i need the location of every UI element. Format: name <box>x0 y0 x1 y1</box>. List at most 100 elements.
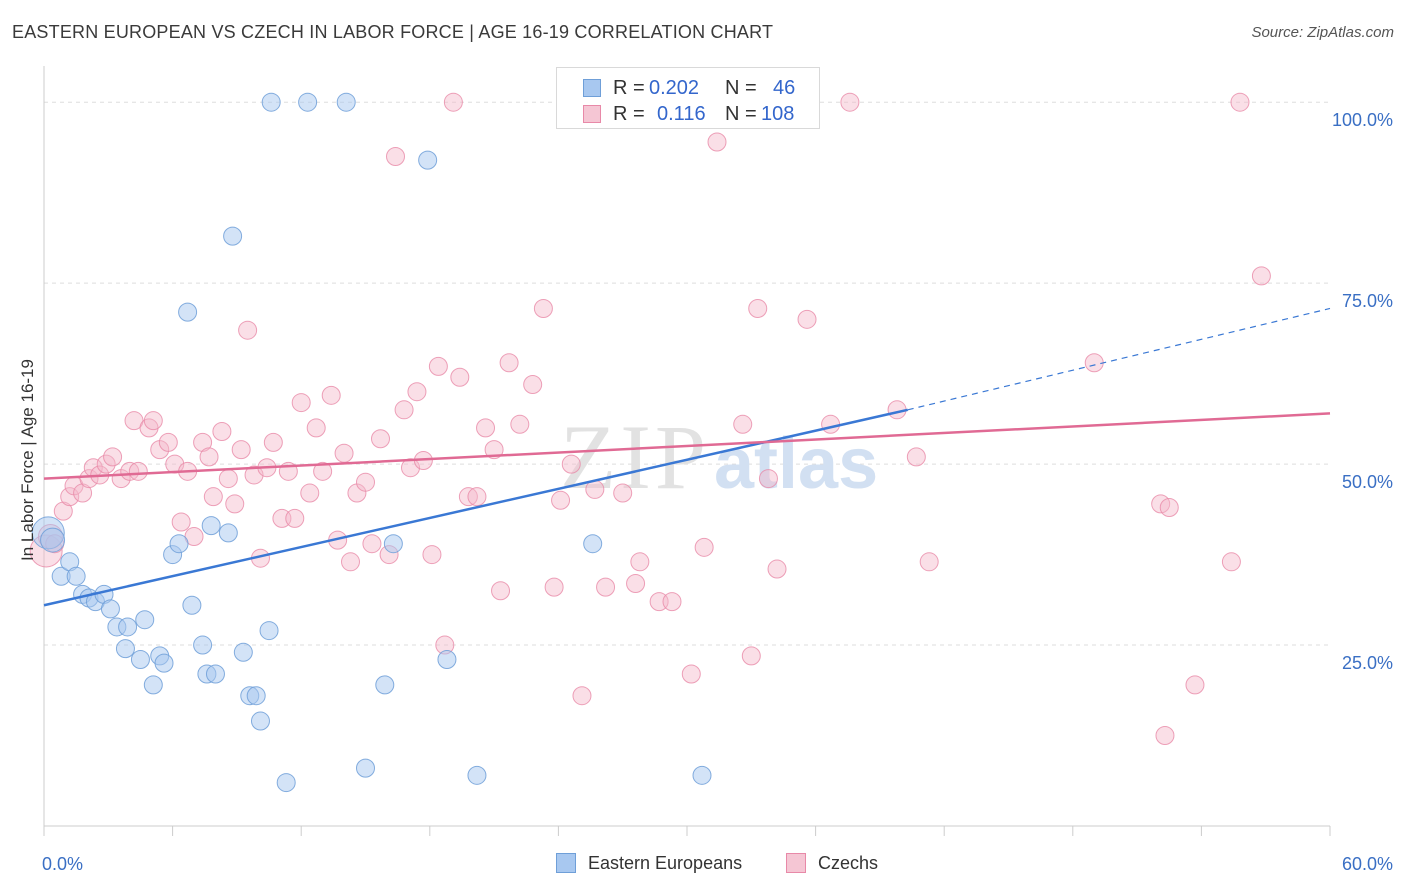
legend-r-label: R = <box>613 77 645 99</box>
eastern-european-point <box>135 610 155 630</box>
legend-swatch-eastern <box>583 79 601 97</box>
czech-point <box>53 501 73 521</box>
eastern-european-point <box>383 534 403 554</box>
czech-point <box>694 537 714 557</box>
czech-point <box>626 574 646 594</box>
eastern-european-point <box>154 653 174 673</box>
eastern-trend-extension <box>907 307 1331 411</box>
czech-point <box>551 490 571 510</box>
czech-point <box>533 298 553 318</box>
czech-point <box>707 132 727 152</box>
czech-point <box>313 461 333 481</box>
czech-point <box>193 432 213 452</box>
eastern-european-point <box>178 302 198 322</box>
bottom-legend-label-czech: Czechs <box>818 853 879 873</box>
czech-point <box>596 577 616 597</box>
czech-point <box>758 469 778 489</box>
eastern-european-point <box>246 686 266 706</box>
czech-point <box>1221 552 1241 572</box>
czech-point <box>128 461 148 481</box>
czech-point <box>340 552 360 572</box>
czech-point <box>1159 498 1179 518</box>
czech-point <box>263 432 283 452</box>
czech-point <box>371 429 391 449</box>
czech-point <box>919 552 939 572</box>
legend-n-value: 108 <box>761 103 795 125</box>
czech-trend-line <box>43 412 1331 480</box>
eastern-european-point <box>169 534 189 554</box>
eastern-european-point <box>467 765 487 785</box>
czech-point <box>443 92 463 112</box>
eastern-european-point <box>40 527 66 553</box>
y-axis-label: In Labor Force | Age 16-19 <box>18 359 37 561</box>
czech-point <box>476 418 496 438</box>
trend-lines <box>43 307 1331 607</box>
legend-swatch-czech <box>583 105 601 123</box>
x-tick-label-min: 0.0% <box>42 854 83 874</box>
czech-point <box>321 385 341 405</box>
czech-point <box>467 487 487 507</box>
eastern-european-point <box>356 758 375 778</box>
legend-row-eastern: R = 0.202 N = 46 <box>557 74 819 102</box>
czech-point <box>231 440 251 460</box>
x-tick-label-max: 60.0% <box>1342 854 1393 874</box>
czech-point <box>1155 726 1175 746</box>
czech-point <box>840 92 860 112</box>
bottom-legend-label-eastern: Eastern Europeans <box>588 853 743 873</box>
czech-point <box>733 414 753 434</box>
legend-n-label: N = <box>725 77 757 99</box>
chart-title: EASTERN EUROPEAN VS CZECH IN LABOR FORCE… <box>12 22 774 42</box>
czech-point <box>96 454 116 474</box>
eastern-european-point <box>115 639 135 659</box>
watermark-zip: ZIP <box>560 406 710 508</box>
czech-point <box>394 400 414 420</box>
czech-point <box>218 469 238 489</box>
eastern-european-point <box>276 773 296 793</box>
czech-point <box>544 577 564 597</box>
czech-point <box>662 592 682 612</box>
czech-point <box>1251 266 1271 286</box>
czech-point <box>103 447 123 467</box>
czech-point <box>73 483 93 503</box>
eastern-european-point <box>692 765 712 785</box>
stats-legend: R = 0.202 N = 46 R = 0.116 N = 108 <box>556 67 820 129</box>
eastern-european-point <box>193 635 213 655</box>
bottom-legend-swatch-eastern <box>556 853 576 873</box>
czech-point <box>484 440 504 460</box>
czech-point <box>767 559 787 579</box>
eastern-european-point <box>100 599 120 619</box>
czech-point <box>306 418 326 438</box>
czech-point <box>199 447 219 467</box>
bottom-legend-swatch-czech <box>786 853 806 873</box>
czech-point <box>499 353 519 373</box>
czech-point <box>334 443 354 463</box>
source-label: Source: ZipAtlas.com <box>1251 24 1394 41</box>
eastern-european-point <box>261 92 281 112</box>
y-tick-label: 75.0% <box>1342 291 1393 311</box>
eastern-european-points <box>31 92 813 793</box>
czech-point <box>158 432 178 452</box>
czech-point <box>291 393 311 413</box>
eastern-european-point <box>336 92 356 112</box>
czech-point <box>523 374 543 394</box>
legend-row-czech: R = 0.116 N = 108 <box>557 100 819 128</box>
eastern-european-point <box>418 150 438 170</box>
czech-point <box>630 552 650 572</box>
y-tick-label: 50.0% <box>1342 472 1393 492</box>
y-tick-label: 25.0% <box>1342 653 1393 673</box>
czech-point <box>285 508 305 528</box>
legend-n-label: N = <box>725 103 757 125</box>
czech-point <box>143 411 163 431</box>
axes <box>43 66 1331 836</box>
czech-point <box>79 469 99 489</box>
czech-point <box>362 534 382 554</box>
czech-point <box>203 487 223 507</box>
grid-lines <box>44 101 1330 646</box>
czech-point <box>510 414 530 434</box>
czech-point <box>171 512 191 532</box>
legend-r-value: 0.202 <box>649 77 700 99</box>
eastern-european-point <box>66 566 86 586</box>
eastern-european-point <box>182 595 202 615</box>
legend-n-value: 46 <box>773 77 796 99</box>
eastern-european-point <box>218 523 238 543</box>
